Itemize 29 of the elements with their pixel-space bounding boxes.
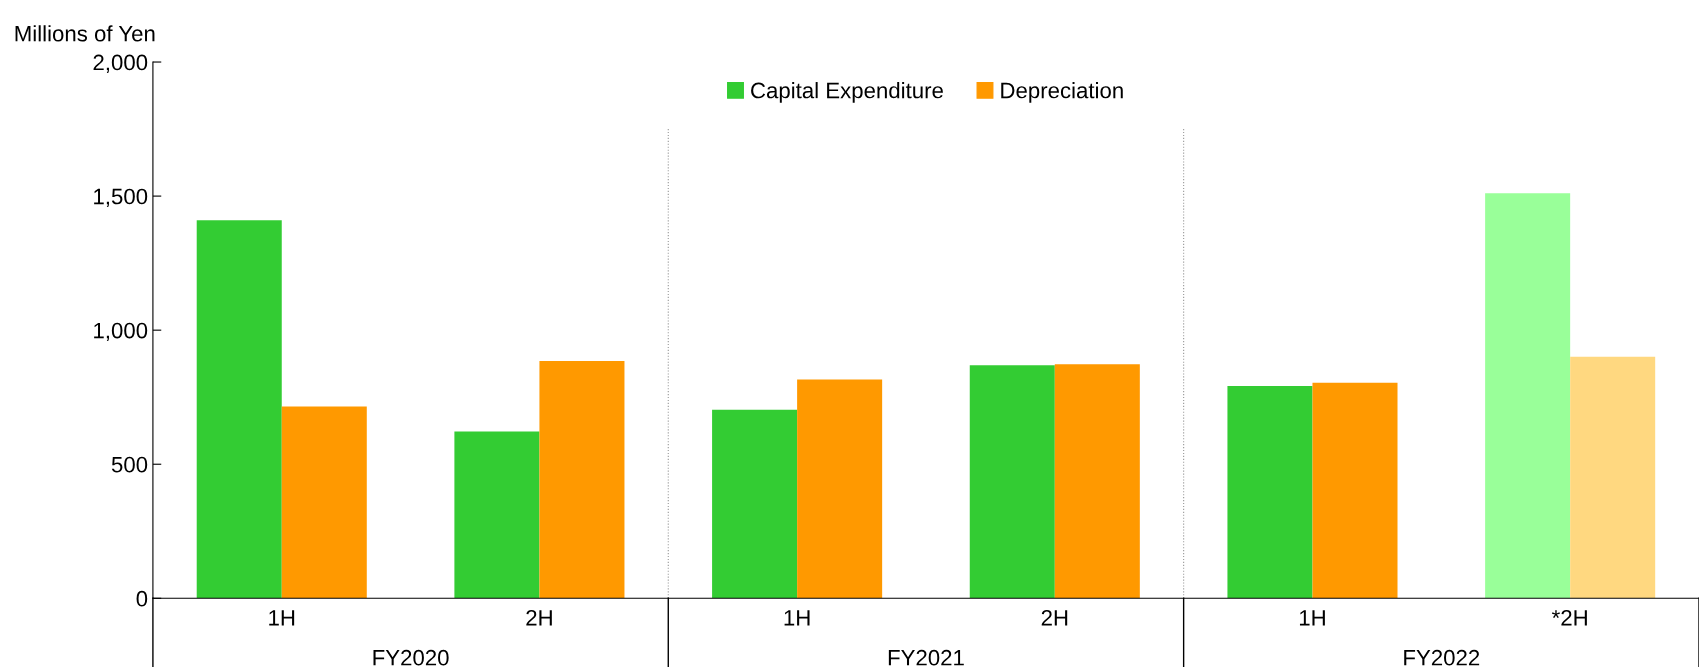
bar xyxy=(797,379,883,599)
y-tick-label: 2,000 xyxy=(93,54,148,73)
bar xyxy=(1054,364,1140,599)
bar xyxy=(281,406,367,599)
x-tick-label: 1H xyxy=(784,610,810,626)
bar xyxy=(1227,385,1313,599)
y-axis-title: Millions of Yen xyxy=(15,25,155,42)
bar xyxy=(969,365,1055,599)
legend-label: Depreciation xyxy=(1001,82,1123,103)
text: FY2021 xyxy=(888,649,964,666)
x-tick-label: 1H xyxy=(1299,610,1325,626)
x-tick-label: 2H xyxy=(1041,610,1068,626)
text: FY2020 xyxy=(373,649,449,666)
x-tick-label: *2H xyxy=(1551,610,1587,626)
bar xyxy=(1485,193,1571,599)
text: FY2022 xyxy=(1404,649,1480,666)
bar xyxy=(454,431,540,599)
x-tick-label: 1H xyxy=(269,610,295,626)
bar xyxy=(539,361,625,599)
x-tick-label: 2H xyxy=(526,610,552,626)
y-tick-label: 1,500 xyxy=(94,188,148,207)
bar xyxy=(196,220,282,599)
legend-label: Capital Expenditure xyxy=(751,82,943,103)
bar xyxy=(1570,356,1656,599)
y-tick-label: 500 xyxy=(111,456,148,473)
bar xyxy=(1312,382,1398,599)
y-tick-label: 0 xyxy=(136,590,148,607)
y-tick-label: 1,000 xyxy=(94,322,148,342)
bar xyxy=(712,409,798,599)
